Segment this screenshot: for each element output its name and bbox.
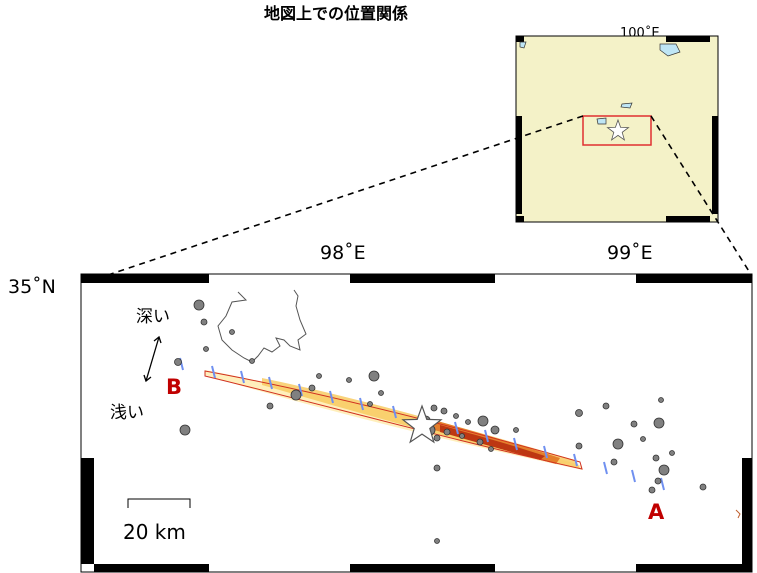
inset-study-area-box (582, 115, 652, 146)
inset-title: 地図上での位置関係 (264, 4, 409, 23)
section-end-label-a: A (648, 500, 665, 524)
zoom-connector-right (650, 115, 753, 277)
main-map (80, 273, 753, 573)
depth-label-deep: 深い (136, 307, 170, 327)
scale-bar (127, 498, 191, 508)
depth-direction-arrow-icon (143, 335, 162, 383)
scale-bar-label: 20 km (123, 520, 186, 544)
inset-map (515, 35, 719, 223)
section-end-label-b: B (166, 375, 183, 399)
longitude-label-99e: 99˚E (607, 242, 653, 264)
inset-lake-small (596, 117, 607, 125)
longitude-label-98e: 98˚E (320, 242, 366, 264)
depth-label-shallow: 浅い (110, 403, 144, 423)
zoom-connector-left (86, 115, 584, 283)
latitude-label-35n: 35˚N (8, 276, 56, 298)
inset-lake (659, 43, 681, 57)
rupture-slip-area (204, 370, 583, 470)
lake-shoreline (217, 289, 307, 363)
mainshock-star-icon (401, 404, 443, 444)
inset-epicenter-star-icon (606, 118, 630, 141)
